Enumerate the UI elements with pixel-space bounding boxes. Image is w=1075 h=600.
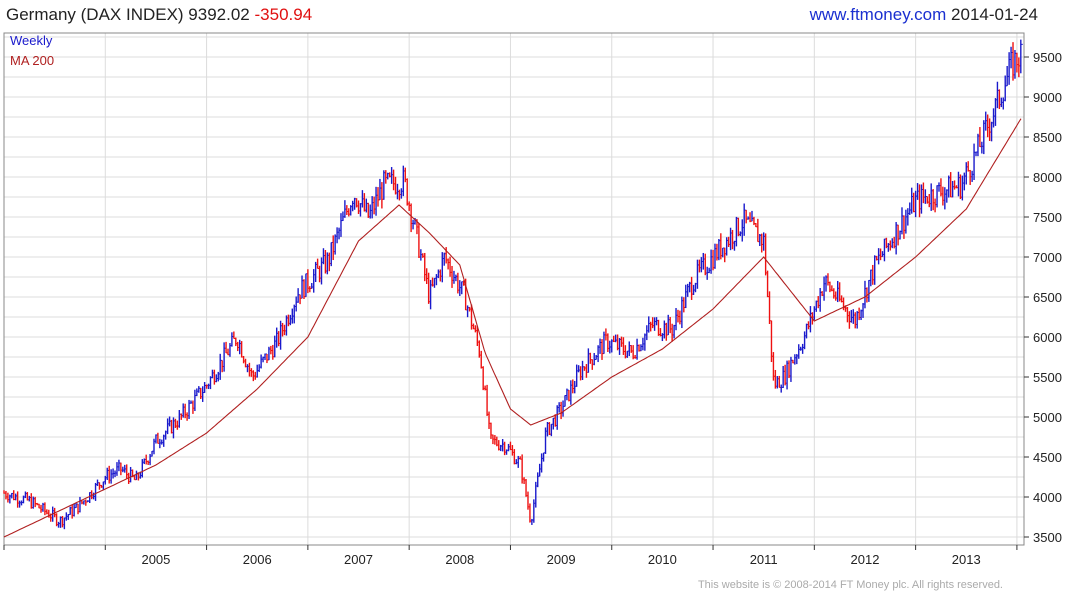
x-tick-label: 2009 <box>547 552 576 567</box>
y-tick-label: 8000 <box>1033 170 1062 185</box>
y-tick-label: 9000 <box>1033 90 1062 105</box>
x-tick-label: 2013 <box>952 552 981 567</box>
price-bars <box>3 39 1023 530</box>
plot-frame <box>3 32 1025 546</box>
y-tick-label: 5500 <box>1033 370 1062 385</box>
price-change: -350.94 <box>254 5 313 24</box>
y-tick-label: 3500 <box>1033 530 1062 545</box>
x-tick-label: 2008 <box>445 552 474 567</box>
y-tick-label: 6000 <box>1033 330 1062 345</box>
chart-header: Germany (DAX INDEX) 9392.02 -350.94 www.… <box>0 0 1075 30</box>
y-tick-label: 7500 <box>1033 210 1062 225</box>
legend: Weekly MA 200 <box>10 33 54 68</box>
copyright-footer: This website is © 2008-2014 FT Money plc… <box>697 579 1003 591</box>
y-axis: 3500 4000 4500 5000 5500 6000 6500 7000 7500 8000… <box>1024 50 1062 545</box>
x-tick-label: 2012 <box>851 552 880 567</box>
y-tick-label: 5000 <box>1033 410 1062 425</box>
chart-date: 2014-01-24 <box>951 5 1038 24</box>
y-tick-label: 4500 <box>1033 450 1062 465</box>
x-tick-label: 2007 <box>344 552 373 567</box>
x-tick-label: 2011 <box>750 552 778 567</box>
legend-weekly: Weekly <box>10 33 53 48</box>
y-tick-label: 4000 <box>1033 490 1062 505</box>
y-tick-label: 8500 <box>1033 130 1062 145</box>
y-tick-label: 6500 <box>1033 290 1062 305</box>
grid-lines <box>3 33 1024 545</box>
y-tick-label: 9500 <box>1033 50 1062 65</box>
x-tick-label: 2006 <box>243 552 272 567</box>
index-name-and-price: Germany (DAX INDEX) 9392.02 <box>6 5 250 24</box>
x-axis: 2005 2006 2007 2008 2009 2010 2011 2012 2013 <box>3 545 1018 567</box>
x-tick-label: 2005 <box>141 552 170 567</box>
site-link[interactable]: www.ftmoney.com <box>809 5 947 24</box>
chart-title: Germany (DAX INDEX) 9392.02 -350.94 <box>6 5 312 25</box>
site-and-date: www.ftmoney.com 2014-01-24 <box>810 5 1038 25</box>
ma200-line <box>3 118 1022 538</box>
x-tick-label: 2010 <box>648 552 677 567</box>
legend-ma200: MA 200 <box>10 53 54 68</box>
y-tick-label: 7000 <box>1033 250 1062 265</box>
